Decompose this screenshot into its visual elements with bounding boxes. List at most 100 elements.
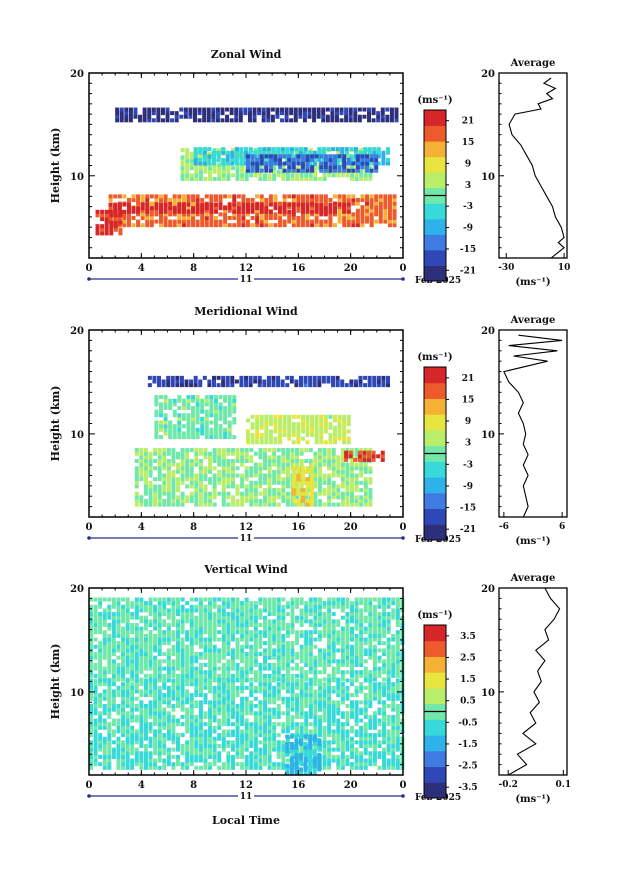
heatmap-cell xyxy=(363,641,368,646)
heatmap-cell xyxy=(331,612,336,617)
heatmap-cell xyxy=(162,718,167,723)
heatmap-cell xyxy=(285,601,290,606)
heatmap-cell xyxy=(171,673,176,678)
heatmap-cell xyxy=(246,157,250,162)
heatmap-cell xyxy=(382,608,387,613)
heatmap-cell xyxy=(125,644,130,649)
heatmap-cell xyxy=(380,118,385,123)
heatmap-cell xyxy=(189,383,194,388)
heatmap-cell xyxy=(353,379,358,384)
heatmap-cell xyxy=(333,440,338,445)
heatmap-cell xyxy=(139,729,144,734)
heatmap-cell xyxy=(212,659,217,664)
x-tick-label: 20 xyxy=(344,263,358,274)
heatmap-cell xyxy=(208,619,213,624)
heatmap-cell xyxy=(121,626,126,631)
heatmap-cell xyxy=(177,212,182,217)
heatmap-cell xyxy=(185,711,190,716)
heatmap-cell xyxy=(313,498,318,503)
heatmap-cell xyxy=(239,375,244,380)
heatmap-cell xyxy=(345,670,350,675)
heatmap-cell xyxy=(153,451,158,456)
heatmap-cell xyxy=(359,644,364,649)
heatmap-cell xyxy=(208,466,213,471)
heatmap-cell xyxy=(244,379,249,384)
heatmap-cell xyxy=(342,223,347,228)
heatmap-cell xyxy=(189,615,194,620)
day-label-bg xyxy=(238,531,254,542)
heatmap-cell xyxy=(259,422,264,427)
heatmap-cell xyxy=(285,652,290,657)
heatmap-cell xyxy=(143,689,148,694)
heatmap-cell xyxy=(246,212,250,217)
heatmap-cell xyxy=(243,111,248,116)
heatmap-cell xyxy=(162,758,167,763)
heatmap-cell xyxy=(203,743,208,748)
heatmap-cell xyxy=(339,118,344,123)
heatmap-cell xyxy=(203,176,208,181)
heatmap-cell xyxy=(291,215,296,220)
heatmap-cell xyxy=(111,641,116,646)
heatmap-cell xyxy=(235,648,240,653)
heatmap-cell xyxy=(363,604,368,609)
heatmap-cell xyxy=(263,619,268,624)
heatmap-cell xyxy=(102,622,107,627)
heatmap-cell xyxy=(287,422,292,427)
heatmap-cell xyxy=(89,696,93,701)
heatmap-cell xyxy=(230,469,235,474)
heatmap-cell xyxy=(189,155,194,160)
heatmap-cell xyxy=(252,118,257,123)
heatmap-cell xyxy=(121,729,126,734)
heatmap-cell xyxy=(345,626,350,631)
heatmap-cell xyxy=(273,157,278,162)
heatmap-cell xyxy=(148,714,153,719)
heatmap-cell xyxy=(386,659,391,664)
heatmap-cell xyxy=(285,644,290,649)
heatmap-cell xyxy=(185,162,190,167)
heatmap-cell xyxy=(267,469,272,474)
heatmap-cell xyxy=(249,644,254,649)
heatmap-cell xyxy=(148,762,153,767)
heatmap-cell xyxy=(212,176,217,181)
heatmap-cell xyxy=(333,206,338,211)
heatmap-cell xyxy=(93,604,98,609)
heatmap-cell xyxy=(226,612,231,617)
heatmap-cell xyxy=(138,118,143,123)
heatmap-cell xyxy=(194,743,199,748)
heatmap-cell xyxy=(177,202,182,207)
heatmap-cell xyxy=(258,670,263,675)
heatmap-cell xyxy=(143,626,148,631)
heatmap-cell xyxy=(125,652,130,657)
heatmap-cell xyxy=(359,498,364,503)
heatmap-cell xyxy=(102,670,107,675)
heatmap-cell xyxy=(285,626,290,631)
heatmap-cell xyxy=(304,448,309,453)
heatmap-cell xyxy=(185,158,190,163)
heatmap-cell xyxy=(331,448,336,453)
heatmap-cell xyxy=(111,601,116,606)
heatmap-cell xyxy=(218,212,223,217)
heatmap-cell xyxy=(134,673,139,678)
heatmap-cell xyxy=(259,197,264,202)
heatmap-cell xyxy=(299,652,304,657)
heatmap-cell xyxy=(263,451,268,456)
heatmap-cell xyxy=(209,405,214,410)
heatmap-cell xyxy=(215,114,220,119)
heatmap-cell xyxy=(139,633,144,638)
heatmap-cell xyxy=(304,670,309,675)
heatmap-cell xyxy=(102,689,107,694)
heatmap-cell xyxy=(203,619,208,624)
heatmap-cell xyxy=(322,630,327,635)
heatmap-cell xyxy=(107,655,112,660)
heatmap-cell xyxy=(340,491,345,496)
heatmap-cell xyxy=(223,194,228,199)
day-bar-start xyxy=(87,277,91,281)
heatmap-cell xyxy=(385,118,390,123)
heatmap-cell xyxy=(346,168,351,173)
heatmap-cell xyxy=(365,215,370,220)
heatmap-cell xyxy=(323,168,328,173)
heatmap-cell xyxy=(273,202,278,207)
heatmap-cell xyxy=(386,641,391,646)
heatmap-cell xyxy=(185,700,190,705)
heatmap-cell xyxy=(157,477,162,482)
